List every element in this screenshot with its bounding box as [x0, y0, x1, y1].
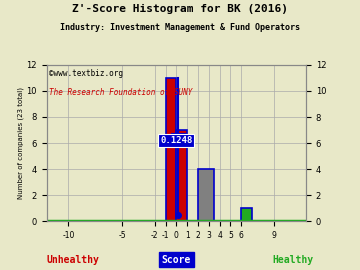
Bar: [166, 78, 176, 221]
Text: Unhealthy: Unhealthy: [47, 255, 100, 265]
Text: Healthy: Healthy: [272, 255, 313, 265]
Text: Industry: Investment Management & Fund Operators: Industry: Investment Management & Fund O…: [60, 23, 300, 32]
Text: Z'-Score Histogram for BK (2016): Z'-Score Histogram for BK (2016): [72, 4, 288, 14]
Bar: [198, 169, 214, 221]
Text: 0.1248: 0.1248: [160, 136, 192, 145]
Bar: [176, 130, 187, 221]
Bar: [241, 208, 252, 221]
Text: Score: Score: [162, 255, 191, 265]
Text: ©www.textbiz.org: ©www.textbiz.org: [49, 69, 123, 79]
Y-axis label: Number of companies (23 total): Number of companies (23 total): [17, 87, 24, 199]
Text: The Research Foundation of SUNY: The Research Foundation of SUNY: [49, 88, 193, 97]
